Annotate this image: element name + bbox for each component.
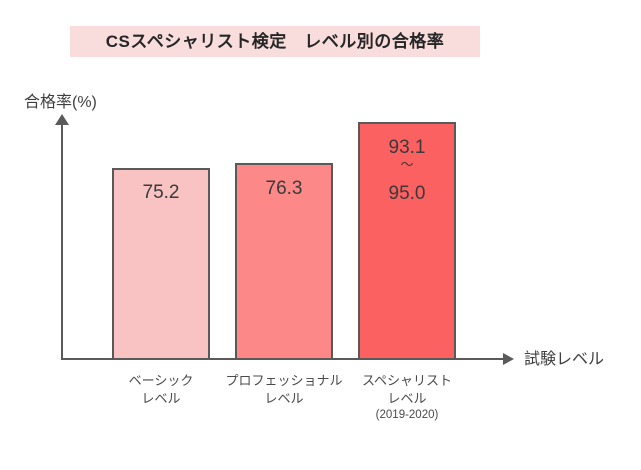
x-axis-arrow-icon — [503, 353, 514, 365]
chart-title: CSスペシャリスト検定 レベル別の合格率 — [105, 32, 445, 51]
bar-value-range-separator: 〜 — [400, 157, 414, 173]
bar-value-label-range-start: 93.1 — [388, 137, 426, 158]
y-axis-title: 合格率(%) — [24, 94, 97, 111]
x-tick-label-professional: プロフェッショナル レベル — [225, 373, 343, 406]
x-tick-label-specialist-main: スペシャリスト レベル — [361, 373, 453, 406]
bar-basic-level: 75.2 — [112, 168, 210, 360]
bar-value-label: 76.3 — [265, 178, 303, 199]
y-axis-line — [61, 124, 63, 360]
bar-value-label-range-end: 95.0 — [388, 183, 426, 205]
x-tick-label-basic: ベーシック レベル — [128, 373, 194, 406]
bar-value-label: 75.2 — [142, 182, 180, 203]
x-tick-label-specialist-period: (2019-2020) — [375, 409, 439, 422]
title-banner-background — [70, 26, 480, 57]
x-axis-title: 試験レベル — [524, 351, 605, 368]
bar-professional-level: 76.3 — [235, 163, 333, 360]
y-axis-arrow-icon — [55, 114, 69, 125]
bar-specialist-level: 93.1 〜 95.0 — [358, 122, 456, 360]
x-tick-label-specialist: スペシャリスト レベル (2019-2020) — [341, 372, 473, 424]
